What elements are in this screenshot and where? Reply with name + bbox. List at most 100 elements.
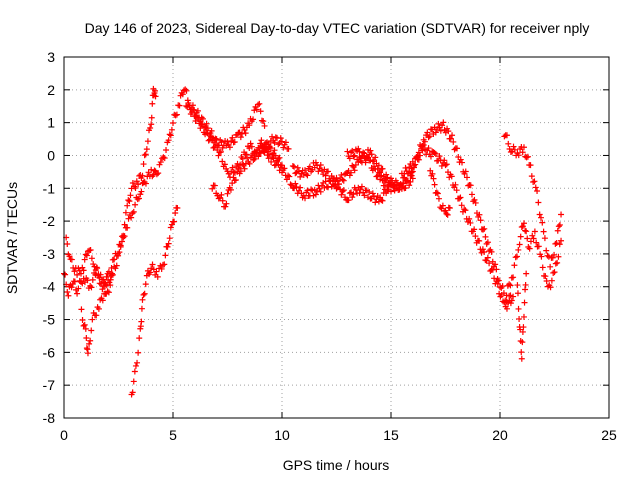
- data-point: [137, 191, 144, 198]
- data-point: [140, 161, 147, 168]
- data-point: [527, 238, 534, 245]
- data-point: [291, 163, 298, 170]
- data-point: [151, 167, 158, 174]
- data-point: [106, 279, 113, 286]
- data-point: [544, 283, 551, 290]
- data-point: [280, 144, 287, 151]
- data-point: [317, 188, 324, 195]
- data-point: [348, 169, 355, 176]
- data-series-track-j: [398, 142, 514, 312]
- data-point: [322, 172, 329, 179]
- data-point: [350, 191, 357, 198]
- data-point: [138, 305, 145, 312]
- data-point: [217, 194, 224, 201]
- data-point: [349, 162, 356, 169]
- data-point: [356, 148, 363, 155]
- data-point: [130, 208, 137, 215]
- data-point: [372, 154, 379, 161]
- data-point: [152, 87, 159, 94]
- data-point: [199, 121, 206, 128]
- data-point: [157, 159, 164, 166]
- data-point: [335, 180, 342, 187]
- data-point: [163, 146, 170, 153]
- data-point: [78, 306, 85, 313]
- data-point: [415, 149, 422, 156]
- data-point: [534, 187, 541, 194]
- data-point: [135, 181, 142, 188]
- data-point: [312, 191, 319, 198]
- data-point: [523, 228, 530, 235]
- data-point: [520, 144, 527, 151]
- data-point: [217, 148, 224, 155]
- data-point: [135, 349, 142, 356]
- data-point: [263, 144, 270, 151]
- data-point: [477, 217, 484, 224]
- data-points: [61, 85, 565, 398]
- data-series-track-k: [427, 167, 453, 218]
- data-point: [543, 278, 550, 285]
- y-tick-label: -7: [43, 377, 56, 393]
- data-point: [127, 192, 134, 199]
- data-point: [154, 273, 161, 280]
- data-point: [215, 152, 222, 159]
- data-point: [402, 164, 409, 171]
- data-point: [81, 321, 88, 328]
- data-point: [218, 139, 225, 146]
- data-point: [221, 161, 228, 168]
- data-point: [88, 284, 95, 291]
- data-point: [224, 190, 231, 197]
- data-point: [458, 202, 465, 209]
- data-point: [211, 143, 218, 150]
- data-point: [66, 253, 73, 260]
- data-point: [533, 239, 540, 246]
- data-point: [170, 120, 176, 127]
- data-point: [500, 298, 507, 305]
- data-point: [204, 130, 211, 137]
- data-point: [147, 125, 154, 132]
- data-series-track-b: [63, 85, 159, 297]
- data-point: [312, 159, 319, 166]
- data-point: [237, 168, 244, 175]
- data-point: [537, 214, 544, 221]
- data-point: [99, 297, 106, 304]
- data-point: [440, 119, 447, 126]
- data-point: [84, 248, 91, 255]
- data-point: [168, 126, 175, 133]
- data-point: [439, 202, 446, 209]
- data-point: [378, 197, 385, 204]
- x-tick-label: 5: [169, 427, 177, 443]
- data-point: [438, 162, 445, 169]
- data-point: [457, 194, 464, 201]
- data-point: [122, 209, 129, 216]
- data-series-track-n: [514, 270, 530, 362]
- data-point: [530, 235, 537, 242]
- data-point: [453, 187, 460, 194]
- data-point: [462, 207, 469, 214]
- y-tick-label: -5: [43, 312, 56, 328]
- data-point: [78, 270, 85, 277]
- data-point: [514, 290, 521, 297]
- data-point: [68, 284, 75, 291]
- data-point: [149, 261, 156, 268]
- data-point: [449, 132, 456, 139]
- data-point: [89, 276, 96, 283]
- data-point: [166, 235, 173, 242]
- x-tick-label: 25: [601, 427, 617, 443]
- x-tick-label: 15: [383, 427, 399, 443]
- data-point: [143, 146, 150, 153]
- data-point: [530, 178, 537, 185]
- data-point: [285, 172, 292, 179]
- data-point: [65, 292, 72, 299]
- data-point: [109, 271, 116, 278]
- data-point: [472, 233, 479, 240]
- data-point: [346, 190, 353, 197]
- data-point: [547, 284, 554, 291]
- chart-title: Day 146 of 2023, Sidereal Day-to-day VTE…: [85, 20, 590, 36]
- data-point: [274, 157, 281, 164]
- data-point: [340, 187, 347, 194]
- data-point: [439, 122, 446, 129]
- data-point: [523, 154, 530, 161]
- data-point: [441, 157, 448, 164]
- data-point: [524, 153, 531, 160]
- data-point: [111, 256, 118, 263]
